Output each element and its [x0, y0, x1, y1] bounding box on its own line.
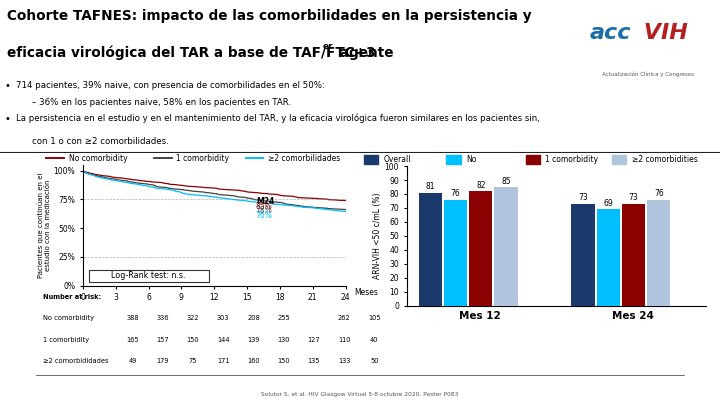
- Y-axis label: Pacientes que continúan en el
estudio con la medicación: Pacientes que continúan en el estudio co…: [37, 173, 50, 278]
- Text: 110: 110: [338, 337, 351, 343]
- Bar: [469, 191, 492, 306]
- Text: 85%: 85%: [256, 202, 273, 211]
- Text: 150: 150: [277, 358, 290, 364]
- Text: 1 comorbidity: 1 comorbidity: [43, 337, 89, 343]
- Text: 49: 49: [128, 358, 137, 364]
- Text: er: er: [323, 42, 333, 51]
- Text: 1 comorbidity: 1 comorbidity: [176, 154, 229, 163]
- Text: M24: M24: [256, 197, 274, 206]
- Text: 105: 105: [368, 315, 381, 321]
- Text: La persistencia en el estudio y en el mantenimiento del TAR, y la eficacia virol: La persistencia en el estudio y en el ma…: [16, 114, 540, 123]
- Bar: [419, 193, 442, 306]
- Text: eficacia virológica del TAR a base de TAF/FTC+3: eficacia virológica del TAR a base de TA…: [7, 46, 376, 60]
- Text: 73: 73: [629, 193, 639, 202]
- Bar: [647, 200, 670, 306]
- Text: 160: 160: [247, 358, 260, 364]
- Y-axis label: ARN-VIH <50 c/mL (%): ARN-VIH <50 c/mL (%): [373, 193, 382, 279]
- Text: •: •: [4, 81, 11, 91]
- Text: con 1 o con ≥2 comorbilidades.: con 1 o con ≥2 comorbilidades.: [32, 137, 168, 146]
- Text: 73: 73: [578, 193, 588, 202]
- Text: VIH: VIH: [636, 23, 688, 43]
- Bar: [495, 187, 518, 306]
- Text: 150: 150: [186, 337, 199, 343]
- Text: No comorbidity: No comorbidity: [43, 315, 94, 321]
- Bar: [446, 155, 461, 164]
- Text: 208: 208: [247, 315, 260, 321]
- Text: 130: 130: [277, 337, 290, 343]
- Text: 133: 133: [338, 358, 351, 364]
- Text: 76: 76: [654, 189, 664, 198]
- Text: 171: 171: [217, 358, 230, 364]
- Text: – 36% en los pacientes naive, 58% en los pacientes en TAR.: – 36% en los pacientes naive, 58% en los…: [32, 98, 291, 107]
- FancyBboxPatch shape: [89, 270, 209, 282]
- Text: 127: 127: [307, 337, 320, 343]
- Text: No: No: [467, 155, 477, 164]
- Bar: [622, 204, 645, 306]
- Text: Solutor S. et al. HIV Glasgow Virtual 5-8 octubre 2020. Poster P083: Solutor S. et al. HIV Glasgow Virtual 5-…: [261, 392, 459, 397]
- Bar: [572, 204, 595, 306]
- Text: 322: 322: [186, 315, 199, 321]
- Text: ≥2 comorbididades: ≥2 comorbididades: [43, 358, 109, 364]
- Text: 1 comorbidity: 1 comorbidity: [546, 155, 598, 164]
- Text: Actualización Clínica y Congresos: Actualización Clínica y Congresos: [602, 72, 694, 77]
- Text: 336: 336: [156, 315, 169, 321]
- Text: 157: 157: [156, 337, 169, 343]
- Text: ≥2 comorbilidades: ≥2 comorbilidades: [268, 154, 341, 163]
- Text: 69: 69: [603, 199, 613, 208]
- Text: •: •: [4, 114, 11, 124]
- Text: 135: 135: [307, 358, 320, 364]
- Text: 262: 262: [338, 315, 351, 321]
- Text: 85: 85: [501, 177, 511, 185]
- Text: 144: 144: [217, 337, 230, 343]
- Text: acc: acc: [589, 23, 631, 43]
- Text: Log-Rank test: n.s.: Log-Rank test: n.s.: [112, 271, 186, 280]
- Text: Overall: Overall: [383, 155, 411, 164]
- Text: 78%: 78%: [256, 206, 273, 215]
- Text: No comorbidity: No comorbidity: [68, 154, 127, 163]
- Text: 388: 388: [126, 315, 139, 321]
- Text: 179: 179: [156, 358, 169, 364]
- Text: 82: 82: [476, 181, 485, 190]
- Text: Cohorte TAFNES: impacto de las comorbilidades en la persistencia y: Cohorte TAFNES: impacto de las comorbili…: [7, 9, 531, 23]
- Bar: [364, 155, 378, 164]
- Text: 76%: 76%: [256, 211, 273, 220]
- Text: 139: 139: [248, 337, 260, 343]
- Bar: [612, 155, 626, 164]
- Bar: [597, 209, 620, 306]
- Text: 75: 75: [189, 358, 197, 364]
- Text: 165: 165: [126, 337, 139, 343]
- Text: ≥2 comorbidities: ≥2 comorbidities: [632, 155, 698, 164]
- Text: 714 pacientes, 39% naive, con presencia de comorbilidades en el 50%:: 714 pacientes, 39% naive, con presencia …: [16, 81, 325, 90]
- Bar: [526, 155, 540, 164]
- Text: 255: 255: [277, 315, 290, 321]
- Text: 81: 81: [426, 182, 435, 191]
- Text: agente: agente: [336, 46, 394, 60]
- Bar: [444, 200, 467, 306]
- Text: Meses: Meses: [354, 288, 378, 297]
- Text: Number at risk:: Number at risk:: [43, 294, 102, 300]
- Text: 303: 303: [217, 315, 230, 321]
- Text: 50: 50: [370, 358, 379, 364]
- Text: 76: 76: [451, 189, 461, 198]
- Text: 40: 40: [370, 337, 379, 343]
